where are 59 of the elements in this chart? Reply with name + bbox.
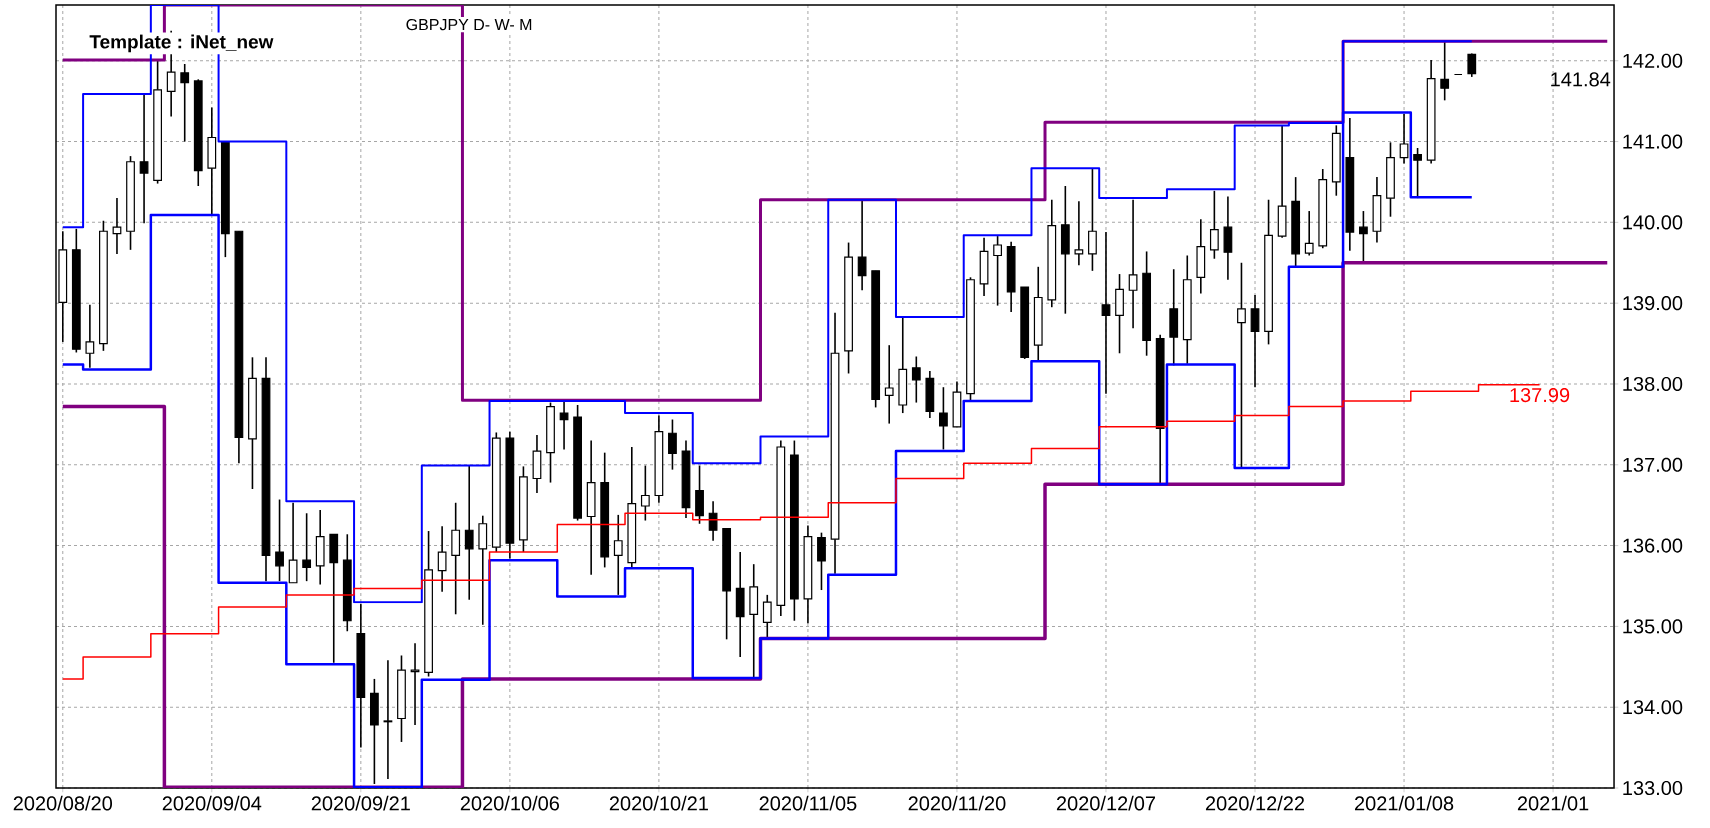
candlestick bbox=[1237, 261, 1246, 469]
candlestick bbox=[939, 386, 948, 451]
candlestick bbox=[1467, 52, 1477, 78]
candlestick bbox=[708, 500, 718, 542]
y-tick-label: 138.00 bbox=[1623, 376, 1683, 392]
x-tick-label: 2020/12/22 bbox=[1205, 795, 1305, 811]
candlestick bbox=[993, 235, 1002, 307]
candlestick bbox=[1440, 40, 1450, 102]
candlestick bbox=[1413, 147, 1422, 199]
candlestick bbox=[613, 514, 623, 596]
y-tick-label: 137.00 bbox=[1623, 457, 1683, 472]
candlestick bbox=[1074, 200, 1084, 266]
x-tick-label: 2020/09/21 bbox=[311, 795, 410, 811]
y-tick-label: 136.00 bbox=[1623, 538, 1683, 553]
candlestick bbox=[640, 464, 650, 522]
candlestick bbox=[275, 498, 284, 582]
y-tick-label: 133.00 bbox=[1623, 780, 1683, 796]
candlestick bbox=[410, 642, 420, 726]
x-tick-label: 2020/11/05 bbox=[759, 795, 857, 811]
candlestick bbox=[1359, 210, 1368, 264]
x-tick-label: 2020/12/07 bbox=[1056, 795, 1156, 811]
y-tick-label: 140.00 bbox=[1623, 215, 1683, 230]
y-tick-label: 142.00 bbox=[1623, 53, 1683, 68]
candlestick bbox=[437, 525, 447, 593]
candlestick bbox=[1399, 113, 1409, 165]
candlestick bbox=[383, 659, 393, 780]
x-tick-label: 2020/11/20 bbox=[908, 795, 1006, 811]
x-tick-label: 2020/10/06 bbox=[460, 795, 560, 811]
candlestick bbox=[668, 418, 677, 471]
candlestick bbox=[1209, 190, 1219, 260]
y-tick-label: 139.00 bbox=[1623, 296, 1683, 311]
candlestick bbox=[817, 531, 826, 591]
candlestick bbox=[180, 63, 190, 143]
candlestick bbox=[139, 93, 149, 224]
x-tick-label: 2021/01 bbox=[1517, 795, 1589, 811]
candlestick bbox=[1128, 198, 1138, 330]
y-tick-label: 135.00 bbox=[1623, 619, 1683, 634]
text: Template : iNet_new bbox=[89, 34, 274, 53]
annotation: 141.84 bbox=[1551, 72, 1611, 87]
candlestick bbox=[1088, 168, 1097, 272]
x-tick-label: 2020/10/21 bbox=[609, 795, 708, 811]
y-tick-label: 134.00 bbox=[1623, 700, 1683, 715]
candlestick bbox=[1101, 231, 1111, 395]
x-tick-label: 2020/08/20 bbox=[13, 795, 113, 811]
y-tick-label: 141.00 bbox=[1623, 134, 1683, 149]
data-label: 137.99 bbox=[1510, 387, 1570, 403]
candlestick bbox=[302, 512, 312, 582]
text: GBPJPY D- W- M bbox=[406, 18, 532, 31]
candlestick bbox=[288, 501, 298, 584]
candlestick bbox=[884, 344, 894, 425]
candlestick bbox=[464, 464, 474, 601]
candlestick bbox=[1250, 294, 1260, 389]
candlestick bbox=[911, 355, 921, 404]
candlestick bbox=[1304, 210, 1314, 257]
candlestick bbox=[857, 198, 867, 292]
x-tick-label: 2020/09/04 bbox=[162, 795, 262, 811]
candlestick bbox=[85, 303, 95, 369]
candlestick bbox=[762, 594, 772, 639]
x-tick-label: 2021/01/08 bbox=[1354, 795, 1454, 811]
